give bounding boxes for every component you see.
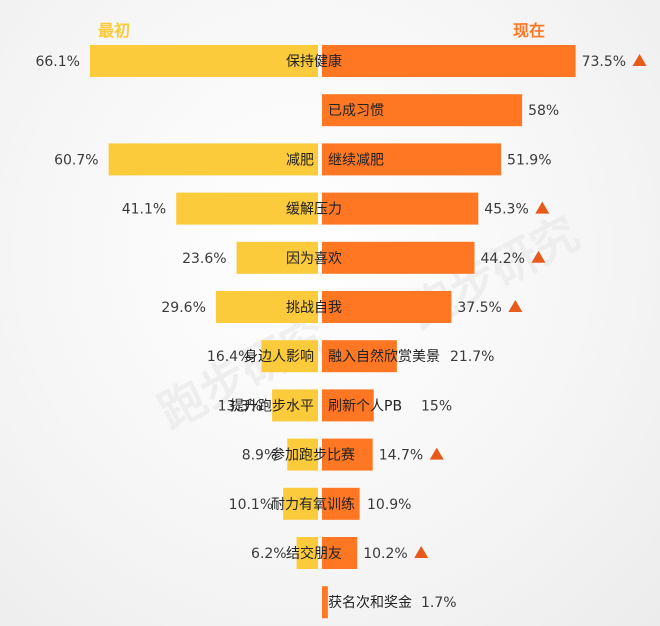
now-value-label: 21.7% bbox=[450, 349, 494, 365]
category-label: 参加跑步比赛 bbox=[271, 447, 355, 464]
initial-value-label: 29.6% bbox=[161, 300, 205, 316]
now-value-label: 51.9% bbox=[507, 152, 551, 168]
now-category-label: 已成习惯 bbox=[328, 102, 384, 119]
initial-bar bbox=[89, 45, 318, 77]
now-value-label: 45.3% bbox=[484, 202, 528, 218]
initial-value-label: 6.2% bbox=[251, 546, 287, 562]
now-value-label: 15% bbox=[421, 398, 452, 414]
initial-bar bbox=[108, 143, 319, 176]
now-category-label: 刷新个人PB bbox=[328, 398, 402, 414]
now-bar bbox=[322, 241, 475, 274]
increase-marker bbox=[429, 447, 444, 460]
initial-bar bbox=[296, 537, 318, 569]
initial-category-label: 提升跑步水平 bbox=[230, 398, 314, 414]
category-label: 因为喜欢 bbox=[286, 251, 342, 267]
now-bar bbox=[322, 291, 452, 323]
now-series-bars bbox=[322, 45, 576, 619]
initial-value-labels: 66.1% 60.7% 41.1% 23.6% 29.6% 16.4% 13.3% 8.9% 1… bbox=[35, 54, 286, 562]
initial-bar bbox=[261, 340, 318, 373]
increase-marker bbox=[632, 54, 647, 66]
increase-marker bbox=[531, 250, 546, 263]
series-header-initial: 最初 bbox=[98, 21, 130, 40]
initial-value-label: 41.1% bbox=[122, 202, 166, 218]
category-label: 耐力有氧训练 bbox=[271, 497, 355, 513]
increase-markers bbox=[414, 54, 647, 558]
now-value-label: 10.2% bbox=[363, 546, 407, 562]
initial-value-label: 10.1% bbox=[229, 497, 273, 513]
now-value-labels: 73.5% 58% 51.9% 45.3% 44.2% 37.5% 21.7% 15% 14.7… bbox=[363, 54, 626, 611]
now-bar bbox=[322, 45, 576, 77]
now-bar bbox=[322, 586, 328, 619]
initial-value-label: 16.4% bbox=[207, 349, 251, 365]
now-bar bbox=[322, 192, 479, 225]
initial-value-label: 13.3% bbox=[218, 398, 262, 414]
now-value-label: 1.7% bbox=[421, 595, 457, 611]
now-bar bbox=[322, 143, 502, 176]
now-value-label: 58% bbox=[528, 103, 559, 119]
category-label: 挑战自我 bbox=[286, 300, 342, 316]
increase-marker bbox=[535, 201, 550, 214]
series-headers: 最初 现在 bbox=[98, 21, 545, 40]
initial-value-label: 66.1% bbox=[35, 54, 79, 70]
initial-series-bars bbox=[89, 45, 319, 569]
now-bar bbox=[322, 487, 360, 520]
now-category-label: 融入自然欣赏美景 bbox=[328, 348, 440, 365]
initial-bar bbox=[283, 487, 318, 520]
initial-bar bbox=[215, 291, 318, 323]
now-bar bbox=[322, 438, 373, 471]
category-label: 结交朋友 bbox=[286, 545, 342, 562]
initial-bar bbox=[236, 241, 318, 274]
now-bar bbox=[322, 537, 358, 569]
initial-category-label: 减肥 bbox=[286, 152, 314, 168]
category-label: 保持健康 bbox=[286, 53, 342, 70]
now-value-label: 73.5% bbox=[582, 54, 626, 70]
now-bar bbox=[322, 340, 397, 373]
initial-value-label: 23.6% bbox=[182, 251, 226, 267]
now-value-label: 10.9% bbox=[367, 497, 411, 513]
initial-bar bbox=[272, 389, 318, 422]
initial-value-label: 8.9% bbox=[242, 448, 278, 464]
now-bar bbox=[322, 94, 523, 127]
initial-value-label: 60.7% bbox=[54, 152, 98, 168]
now-bar bbox=[322, 389, 374, 422]
now-category-label: 获名次和奖金 bbox=[328, 594, 412, 611]
initial-category-labels: 保持健康减肥缓解压力因为喜欢挑战自我身边人影响提升跑步水平参加跑步比赛耐力有氧训… bbox=[230, 53, 355, 562]
series-header-now: 现在 bbox=[513, 21, 545, 40]
increase-marker bbox=[508, 300, 523, 312]
category-label: 缓解压力 bbox=[286, 202, 342, 218]
initial-bar bbox=[176, 192, 318, 225]
initial-bar bbox=[287, 438, 318, 471]
now-category-label: 继续减肥 bbox=[328, 151, 384, 168]
now-value-label: 44.2% bbox=[480, 251, 524, 267]
now-value-label: 14.7% bbox=[379, 448, 423, 464]
increase-marker bbox=[414, 546, 429, 558]
now-value-label: 37.5% bbox=[457, 300, 501, 316]
initial-category-label: 身边人影响 bbox=[244, 349, 314, 365]
